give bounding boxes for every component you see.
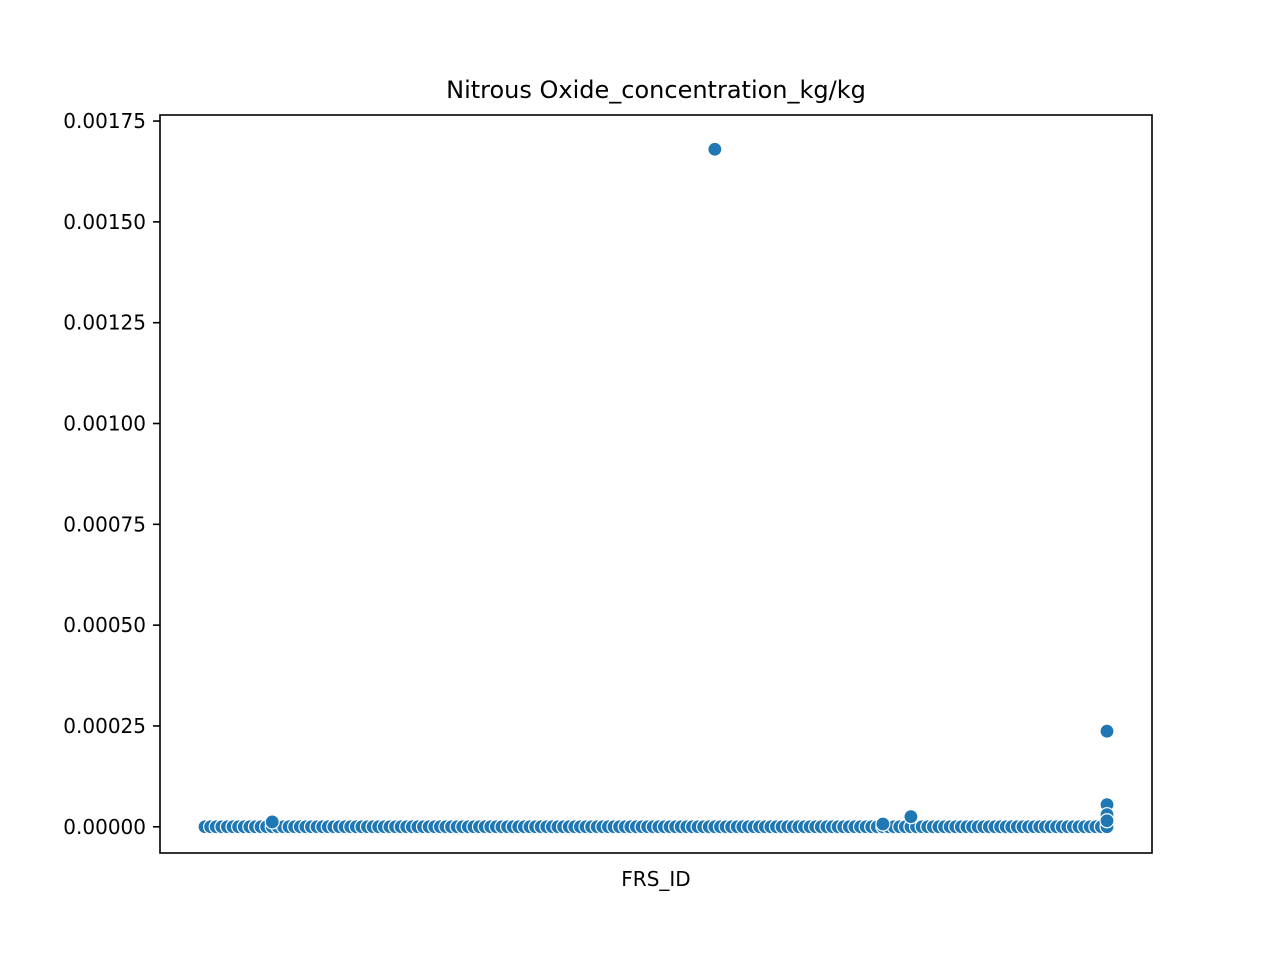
data-point	[1099, 813, 1115, 829]
y-tick-label: 0.00100	[63, 412, 146, 436]
data-point	[1099, 723, 1115, 739]
data-point	[903, 809, 919, 825]
y-tick-label: 0.00125	[63, 311, 146, 335]
y-tick-label: 0.00050	[63, 613, 146, 637]
data-point	[264, 814, 280, 830]
y-tick-label: 0.00075	[63, 512, 146, 536]
data-points	[197, 141, 1115, 835]
y-tick-label: 0.00025	[63, 714, 146, 738]
data-point	[707, 141, 723, 157]
data-point	[875, 816, 891, 832]
plot-frame	[159, 114, 1153, 854]
y-tick-label: 0.00150	[63, 210, 146, 234]
y-tick-label: 0.00175	[63, 109, 146, 133]
y-tick-label: 0.00000	[63, 815, 146, 839]
y-axis: 0.00000 0.00025 0.00050 0.00075 0.00100 0.001…	[63, 109, 160, 839]
x-axis-label: FRS_ID	[621, 867, 690, 891]
chart-title: Nitrous Oxide_concentration_kg/kg	[446, 76, 866, 104]
